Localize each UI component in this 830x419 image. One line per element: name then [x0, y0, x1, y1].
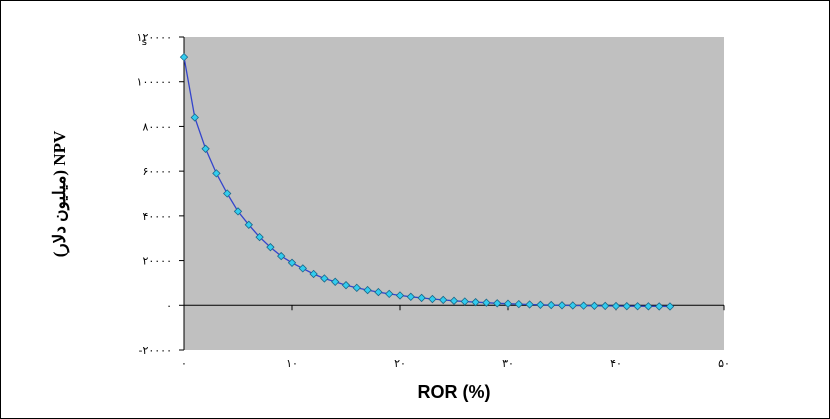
- data-point: [320, 274, 329, 283]
- data-point: [557, 301, 567, 310]
- data-point: [655, 302, 664, 311]
- y-tick-label: ۴۰۰۰۰: [142, 210, 172, 223]
- data-point: [633, 302, 642, 311]
- data-point: [568, 301, 577, 310]
- x-tick-label: ۴۰: [610, 357, 622, 370]
- data-point: [352, 283, 361, 293]
- x-tick-label: ۲۰: [394, 357, 406, 370]
- data-point: [493, 299, 502, 308]
- data-point: [201, 144, 210, 153]
- data-point: [255, 232, 264, 242]
- data-point: [385, 289, 394, 299]
- data-point: [449, 296, 459, 305]
- data-point: [374, 287, 383, 297]
- y-tick-label: ۰: [166, 299, 172, 312]
- data-point: [460, 297, 469, 306]
- data-point: [579, 301, 588, 310]
- chart-marks: ۱۲۰۰۰۰ ۱۰۰۰۰۰ ۸۰۰۰۰ ۶۰۰۰۰ ۴۰۰۰۰ ۲۰۰۰۰ ۰ -۲۰۰۰۰ ۰…: [137, 31, 730, 370]
- data-point: [471, 297, 480, 307]
- data-point: [482, 298, 491, 307]
- y-tick-label: ۸۰۰۰۰: [142, 120, 172, 133]
- x-tick-label: ۱۰: [286, 357, 298, 370]
- x-tick-label: ۵۰: [718, 357, 730, 370]
- y-tick-label: -۲۰۰۰۰: [138, 344, 172, 357]
- data-point: [514, 299, 523, 309]
- x-tick-label: ۰: [181, 357, 187, 370]
- data-point: [331, 277, 340, 286]
- x-axis-title: ROR (%): [418, 382, 491, 402]
- data-point: [363, 285, 372, 295]
- data-point: [395, 291, 405, 300]
- data-point: [503, 299, 513, 308]
- data-point: [417, 293, 426, 303]
- y-axis-title: NPV (میلیون دلار): [50, 130, 70, 257]
- data-point: [212, 169, 221, 178]
- data-point: [298, 264, 307, 273]
- data-point: [190, 113, 199, 122]
- data-point: [547, 300, 556, 310]
- data-point: [277, 251, 286, 261]
- data-point: [622, 301, 631, 311]
- data-point: [266, 242, 275, 252]
- x-tick-label: ۳۰: [502, 357, 514, 370]
- y-tick-label: ۲۰۰۰۰: [142, 255, 172, 268]
- y-tick-label: ۱۲۰۰۰۰: [137, 31, 172, 44]
- data-point: [665, 302, 675, 311]
- data-point: [287, 258, 297, 267]
- data-point: [244, 220, 253, 229]
- data-point: [341, 280, 351, 290]
- data-point: [536, 300, 545, 309]
- data-point: [525, 300, 534, 309]
- data-point: [309, 269, 318, 279]
- data-point: [179, 52, 189, 62]
- data-point: [644, 302, 653, 311]
- data-point: [439, 295, 448, 305]
- data-point: [601, 301, 610, 311]
- data-point: [428, 294, 437, 304]
- y-unit-mark: s: [142, 37, 147, 48]
- data-point: [590, 301, 599, 310]
- y-tick-label: ۱۰۰۰۰۰: [137, 76, 172, 89]
- data-point: [223, 189, 232, 198]
- series-line: [183, 56, 671, 308]
- y-tick-label: ۶۰۰۰۰: [142, 165, 172, 178]
- data-point: [233, 207, 243, 216]
- data-point: [406, 292, 415, 301]
- data-point: [611, 301, 621, 311]
